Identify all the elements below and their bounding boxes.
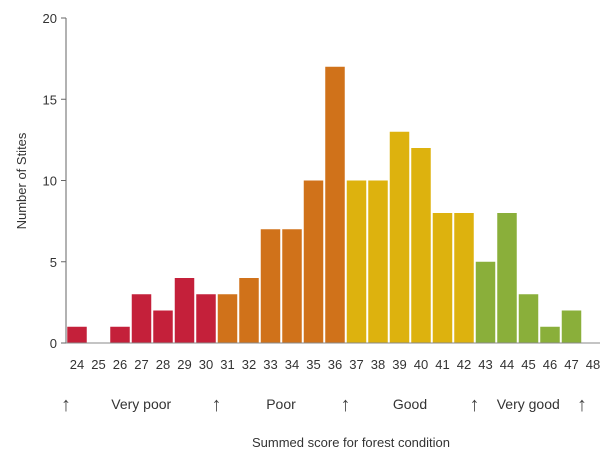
bar-35 (303, 180, 324, 343)
boundary-arrow-icon: ↑ (61, 394, 71, 416)
x-tick-label: 42 (457, 357, 471, 372)
x-axis-title: Summed score for forest condition (252, 435, 450, 450)
y-tick-label: 0 (50, 336, 57, 351)
x-tick-label: 30 (199, 357, 213, 372)
bar-43 (475, 261, 496, 343)
bar-37 (346, 180, 367, 343)
x-tick-label: 26 (113, 357, 127, 372)
bar-24 (67, 326, 87, 343)
x-tick-label: 24 (70, 357, 84, 372)
y-tick-label: 10 (43, 174, 57, 189)
x-tick-label: 46 (543, 357, 557, 372)
bar-39 (389, 131, 410, 343)
bar-34 (282, 229, 302, 343)
bar-28 (153, 310, 173, 343)
x-tick-label: 45 (521, 357, 535, 372)
x-tick-label: 27 (134, 357, 148, 372)
boundary-arrow-icon: ↑ (212, 394, 222, 416)
y-axis-title: Number of Stites (14, 132, 29, 229)
x-tick-label: 38 (371, 357, 385, 372)
bar-45 (518, 294, 539, 343)
class-label: Very poor (111, 396, 171, 412)
bar-41 (432, 213, 453, 343)
y-tick-label: 5 (50, 255, 57, 270)
class-labels: Very poor Poor Good Very good (111, 396, 560, 412)
x-tick-label: 44 (500, 357, 514, 372)
bar-38 (368, 180, 388, 343)
y-axis: 0 5 10 15 20 (43, 11, 67, 351)
bar-33 (260, 229, 281, 343)
x-tick-label: 31 (220, 357, 234, 372)
bar-44 (497, 213, 517, 343)
x-tick-label: 39 (392, 357, 406, 372)
x-tick-label: 37 (349, 357, 363, 372)
class-label: Very good (497, 396, 560, 412)
bar-26 (110, 326, 130, 343)
bars (67, 66, 582, 343)
x-tick-label: 34 (285, 357, 299, 372)
class-label: Good (393, 396, 427, 412)
bar-27 (131, 294, 152, 343)
x-tick-label: 47 (564, 357, 578, 372)
bar-42 (454, 213, 474, 343)
x-tick-label: 33 (263, 357, 277, 372)
bar-30 (196, 294, 216, 343)
bar-36 (325, 66, 345, 343)
bar-47 (561, 310, 582, 343)
x-tick-label: 25 (91, 357, 105, 372)
x-tick-label: 36 (328, 357, 342, 372)
bar-46 (540, 326, 560, 343)
x-tick-label: 43 (478, 357, 492, 372)
bar-32 (239, 278, 259, 343)
x-tick-label: 28 (156, 357, 170, 372)
boundary-arrow-icon: ↑ (470, 394, 480, 416)
class-label: Poor (266, 396, 296, 412)
x-tick-label: 35 (306, 357, 320, 372)
boundary-arrow-icon: ↑ (577, 394, 587, 416)
y-tick-label: 20 (43, 11, 57, 26)
x-tick-label: 29 (177, 357, 191, 372)
bar-31 (217, 294, 238, 343)
x-tick-label: 40 (414, 357, 428, 372)
bar-29 (174, 278, 195, 343)
x-tick-label: 32 (242, 357, 256, 372)
x-axis: 24 25 26 27 28 29 30 31 32 33 34 35 36 37 38 39 40 41 42 43… (66, 342, 600, 372)
boundary-arrows: ↑ ↑ ↑ ↑ ↑ (61, 394, 587, 416)
bar-40 (411, 148, 431, 343)
boundary-arrow-icon: ↑ (341, 394, 351, 416)
y-tick-label: 15 (43, 92, 57, 107)
x-tick-label: 41 (435, 357, 449, 372)
x-tick-label: 48 (586, 357, 600, 372)
